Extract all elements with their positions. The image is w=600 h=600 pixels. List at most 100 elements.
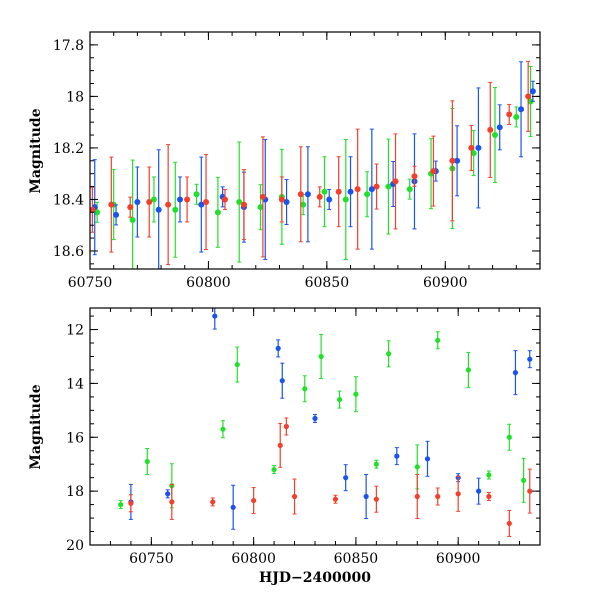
x-tick-label: 60900: [423, 275, 468, 291]
y-tick-label: 18.2: [53, 141, 84, 157]
x-tick-label: 60800: [186, 275, 231, 291]
data-point: [336, 390, 343, 409]
data-point: [312, 413, 318, 423]
data-point: [527, 350, 533, 369]
data-point: [385, 138, 392, 235]
y-tick-label: 16: [66, 430, 84, 446]
y-tick-label: 17.8: [53, 38, 84, 54]
data-point: [406, 178, 413, 200]
data-point: [302, 375, 308, 403]
data-point: [169, 483, 175, 520]
data-point: [277, 422, 283, 468]
y-tick-label: 20: [66, 538, 84, 554]
data-point: [326, 188, 333, 210]
data-point: [486, 470, 492, 480]
bottom-ylabel: Magnitude: [28, 384, 44, 469]
data-point: [144, 448, 150, 476]
y-tick-label: 12: [66, 323, 84, 339]
top-panel-frame: [89, 31, 541, 270]
x-tick-label: 60850: [334, 551, 379, 567]
data-point: [318, 333, 324, 379]
data-point: [259, 136, 266, 258]
data-point: [300, 194, 307, 216]
data-point: [364, 171, 371, 218]
data-point: [212, 308, 218, 330]
data-point: [251, 487, 257, 515]
data-point: [283, 179, 290, 226]
data-point: [363, 474, 369, 520]
data-point: [392, 133, 399, 230]
data-point: [354, 128, 361, 250]
data-point: [368, 128, 375, 250]
data-point: [297, 146, 304, 243]
data-point: [177, 176, 183, 223]
data-point: [128, 494, 134, 513]
data-point: [424, 440, 431, 477]
data-point: [455, 475, 461, 512]
data-point: [220, 420, 226, 439]
data-point: [347, 156, 354, 228]
data-point: [512, 350, 519, 396]
data-point: [291, 478, 298, 515]
data-point: [257, 184, 264, 231]
data-point: [155, 149, 162, 269]
data-point: [373, 459, 379, 469]
data-point: [165, 489, 171, 499]
data-point: [527, 66, 534, 138]
data-point: [506, 423, 512, 451]
data-point: [230, 484, 236, 530]
x-tick-label: 60900: [436, 551, 481, 567]
data-point: [513, 106, 520, 128]
data-point: [428, 138, 435, 210]
data-point: [278, 176, 285, 223]
data-point: [492, 87, 498, 184]
data-point: [240, 169, 247, 241]
data-point: [332, 494, 339, 504]
bottom-panel: 60750 60800 60850 60900 12 14 16 18 20 Magnitude…: [28, 307, 541, 586]
data-point: [118, 500, 124, 510]
data-point: [486, 492, 492, 502]
data-point: [470, 130, 477, 177]
data-point: [527, 468, 533, 514]
data-point: [91, 159, 98, 256]
data-point: [129, 159, 136, 269]
data-point: [518, 61, 525, 158]
data-point: [210, 497, 216, 507]
data-point: [430, 135, 437, 207]
data-point: [321, 156, 328, 228]
bottom-xlabel: HJD−2400000: [259, 570, 371, 586]
data-point: [304, 146, 311, 243]
y-tick-label: 14: [66, 376, 84, 392]
x-tick-label: 60850: [305, 275, 350, 291]
data-point: [449, 100, 456, 222]
data-point: [108, 156, 115, 253]
data-point: [414, 474, 420, 520]
data-point: [184, 176, 191, 223]
data-point: [411, 165, 418, 187]
data-point: [222, 188, 228, 210]
data-point: [454, 125, 461, 197]
data-point: [386, 340, 392, 368]
data-point: [198, 156, 205, 253]
y-tick-label: 18.6: [53, 244, 84, 260]
data-point: [134, 166, 141, 238]
data-point: [283, 417, 289, 436]
data-point: [496, 104, 503, 151]
data-point: [435, 487, 441, 506]
x-tick-label: 60750: [129, 551, 174, 567]
data-point: [475, 87, 482, 209]
data-point: [113, 204, 120, 226]
data-point: [165, 144, 172, 266]
data-point: [193, 183, 200, 205]
data-point: [214, 176, 221, 248]
data-point: [521, 457, 527, 503]
x-tick-label: 60750: [68, 275, 113, 291]
data-point: [529, 80, 536, 102]
data-point: [127, 196, 134, 218]
data-point: [353, 376, 359, 413]
data-point: [275, 339, 281, 358]
data-point: [172, 161, 179, 258]
bottom-panel-frame: [89, 307, 541, 546]
data-point: [279, 362, 285, 399]
